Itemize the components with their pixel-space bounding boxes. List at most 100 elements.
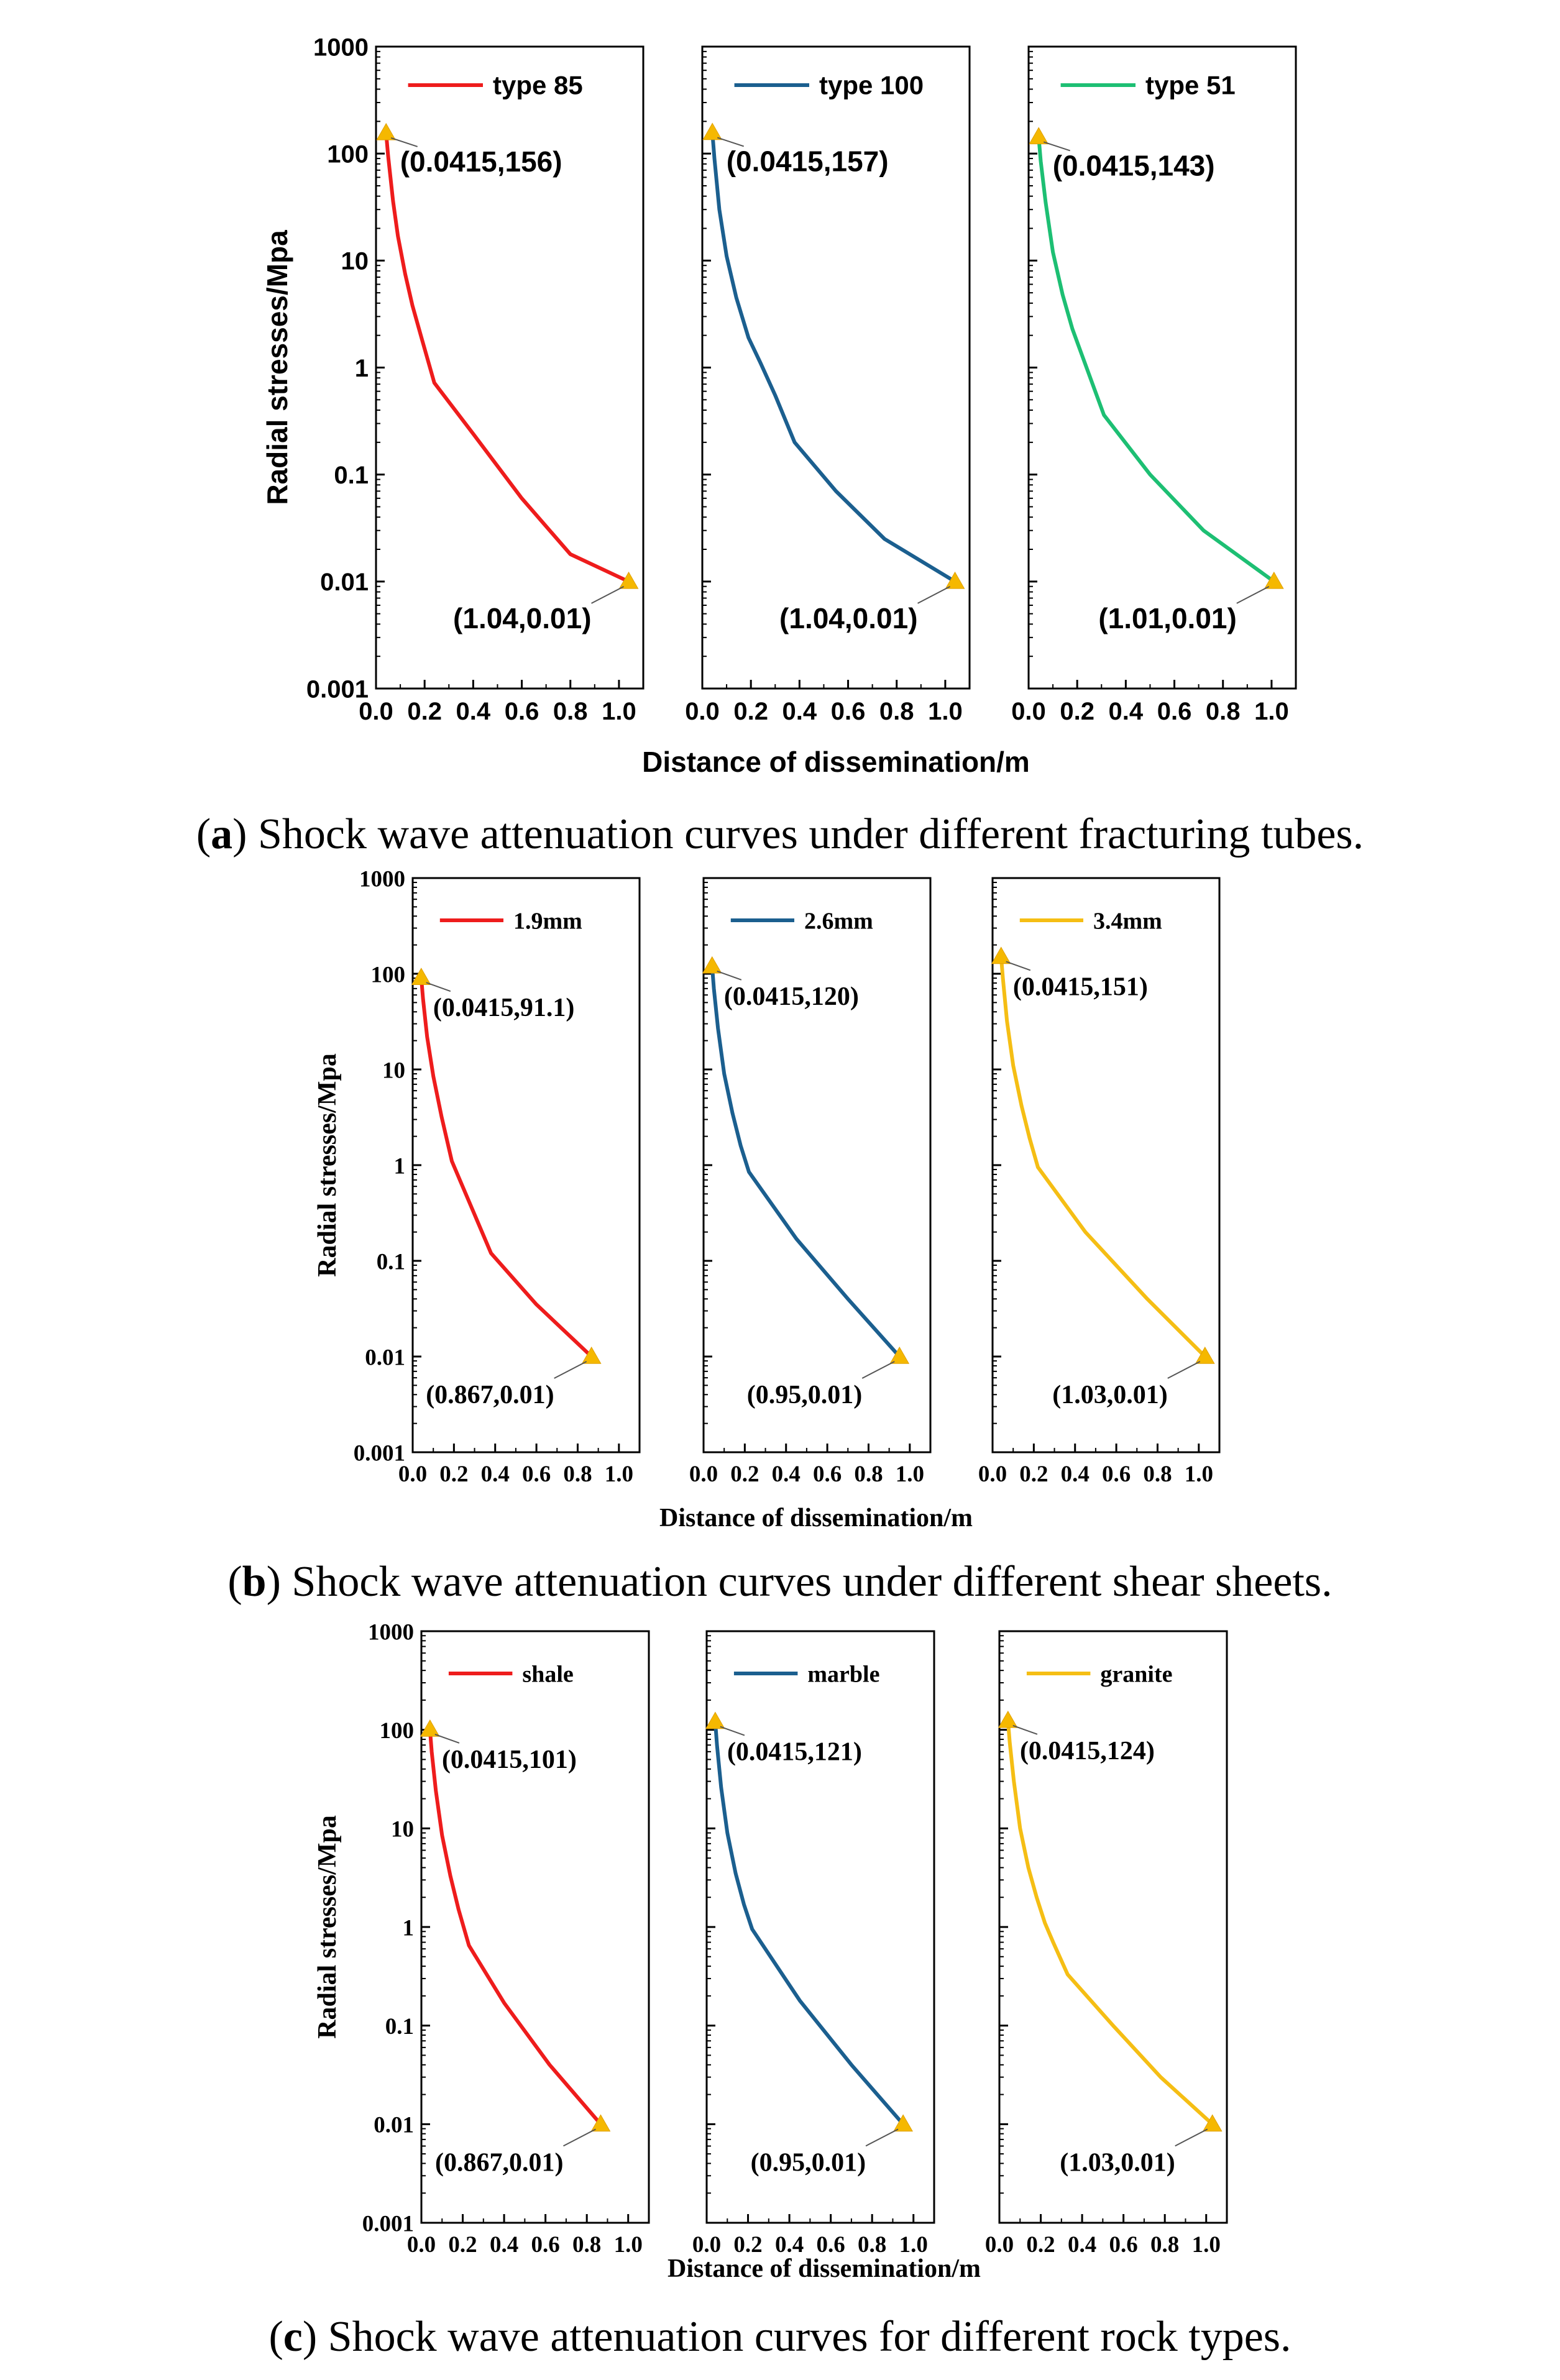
- end-leader-line: [1175, 2128, 1208, 2147]
- start-leader-line: [717, 970, 742, 981]
- x-tick-label: 0.2: [730, 1462, 759, 1487]
- y-tick-label: 0.1: [385, 2014, 414, 2039]
- caption-open-paren: (: [227, 1558, 242, 1606]
- start-leader-line: [717, 137, 745, 147]
- plot-frame: [1027, 45, 1297, 690]
- panel-c-3: 0.0 0.2 0.4 0.6 0.8 1.0 granite (0.0415,124) (1.…: [985, 1630, 1228, 2258]
- plot-frame: [420, 1630, 650, 2224]
- y-tick-label: 10: [382, 1058, 405, 1083]
- x-tick-label: 1.0: [928, 698, 963, 725]
- x-tick-label: 1.0: [1254, 698, 1289, 725]
- x-tick-label: 1.0: [605, 1462, 633, 1487]
- caption-text: Shock wave attenuation curves under diff…: [247, 810, 1364, 858]
- y-tick-label: 1000: [368, 1619, 414, 1645]
- y-tick-label: 0.001: [306, 675, 369, 703]
- legend-label: type 100: [819, 71, 924, 100]
- end-annotation: (1.03,0.01): [1060, 2148, 1175, 2177]
- y-tick-label: 1000: [359, 866, 405, 892]
- start-leader-line: [1006, 961, 1031, 971]
- panel-a-3: 0.0 0.2 0.4 0.6 0.8 1.0 type 51 (0.0415,143) (1.…: [1011, 45, 1297, 725]
- panel-c-2: 0.0 0.2 0.4 0.6 0.8 1.0 marble (0.0415,121) (0.9…: [692, 1630, 935, 2258]
- x-tick-label: 0.0: [407, 2232, 436, 2258]
- x-axis-title: Distance of dissemination/m: [668, 2254, 981, 2283]
- caption: (a) Shock wave attenuation curves under …: [196, 810, 1364, 858]
- x-tick-label: 0.6: [831, 698, 866, 725]
- x-tick-label: 0.4: [456, 698, 491, 725]
- legend-label: type 85: [493, 71, 583, 100]
- plot-frame: [998, 1630, 1228, 2224]
- x-axis-title: Distance of dissemination/m: [642, 746, 1030, 778]
- end-marker: [590, 2114, 611, 2132]
- series-line-marble: [713, 1719, 906, 2126]
- start-marker: [376, 122, 397, 140]
- panel-b-2: 0.0 0.2 0.4 0.6 0.8 1.0 2.6mm (0.0415,120) (0.95…: [689, 877, 932, 1487]
- plot-frame: [411, 877, 641, 1453]
- chart-c: 0.0 0.2 0.4 0.6 0.8 1.0 0.001 0.01 0.1 1 10 100 1000…: [268, 1619, 1291, 2361]
- panel-a-2: 0.0 0.2 0.4 0.6 0.8 1.0 type 100 (0.0415,157) (1…: [685, 45, 971, 725]
- x-tick-label: 0.6: [522, 1462, 551, 1487]
- end-leader-line: [861, 1361, 895, 1379]
- x-tick-label: 0.8: [854, 1462, 883, 1487]
- y-tick-label: 0.01: [374, 2113, 414, 2138]
- series-line-2-6mm: [710, 964, 902, 1358]
- caption-letter: c: [283, 2313, 303, 2361]
- end-marker: [1202, 2114, 1223, 2132]
- x-tick-label: 1.0: [1185, 1462, 1213, 1487]
- x-tick-label: 0.8: [563, 1462, 592, 1487]
- start-annotation: (0.0415,101): [442, 1746, 577, 1774]
- end-annotation: (0.95,0.01): [751, 2148, 866, 2177]
- end-annotation: (0.867,0.01): [426, 1381, 554, 1409]
- x-tick-label: 0.6: [817, 2232, 845, 2258]
- start-annotation: (0.0415,143): [1053, 149, 1215, 181]
- x-tick-label: 0.2: [1019, 1462, 1048, 1487]
- caption-close-paren: ): [232, 810, 247, 858]
- plot-frame: [991, 877, 1221, 1453]
- start-leader-line: [426, 982, 451, 992]
- end-annotation: (1.04,0.01): [779, 602, 917, 634]
- legend-label: 1.9mm: [513, 908, 582, 934]
- y-tick-label: 0.1: [334, 462, 369, 489]
- start-annotation: (0.0415,120): [724, 982, 859, 1011]
- x-tick-label: 0.4: [1061, 1462, 1090, 1487]
- y-axis-title: Radial stresses/Mpa: [313, 1815, 342, 2039]
- end-annotation: (0.95,0.01): [747, 1381, 862, 1409]
- x-tick-label: 0.0: [689, 1462, 718, 1487]
- x-tick-label: 0.2: [1026, 2232, 1055, 2258]
- x-tick-label: 1.0: [602, 698, 636, 725]
- x-tick-label: 0.8: [572, 2232, 601, 2258]
- start-annotation: (0.0415,151): [1013, 973, 1148, 1001]
- x-tick-label: 0.6: [1102, 1462, 1131, 1487]
- start-leader-line: [1012, 1724, 1038, 1735]
- legend-label: marble: [807, 1661, 879, 1687]
- start-leader-line: [720, 1726, 745, 1736]
- x-tick-label: 0.8: [879, 698, 914, 725]
- x-tick-label: 0.0: [978, 1462, 1007, 1487]
- chart-a: 0.0 0.2 0.4 0.6 0.8 1.0 0.001 0.01 0.1 1 10 100 1000…: [196, 34, 1364, 858]
- caption-open-paren: (: [196, 810, 211, 858]
- x-tick-label: 0.0: [692, 2232, 721, 2258]
- y-tick-label: 1000: [313, 34, 369, 61]
- x-tick-label: 0.4: [490, 2232, 518, 2258]
- caption-close-paren: ): [303, 2313, 317, 2361]
- x-tick-label: 0.6: [1157, 698, 1192, 725]
- start-annotation: (0.0415,156): [400, 145, 562, 178]
- caption-close-paren: ): [267, 1558, 281, 1606]
- x-tick-label: 1.0: [896, 1462, 924, 1487]
- x-tick-label: 0.8: [1150, 2232, 1179, 2258]
- start-annotation: (0.0415,157): [727, 145, 889, 177]
- x-tick-label: 0.4: [1109, 698, 1144, 725]
- y-tick-label: 100: [380, 1718, 415, 1744]
- x-tick-label: 0.6: [1109, 2232, 1138, 2258]
- end-leader-line: [554, 1361, 587, 1379]
- legend-label: type 51: [1145, 71, 1236, 100]
- x-tick-label: 0.2: [439, 1462, 468, 1487]
- x-tick-label: 0.4: [782, 698, 817, 725]
- start-annotation: (0.0415,121): [727, 1738, 862, 1767]
- x-tick-label: 0.2: [733, 698, 768, 725]
- end-annotation: (1.04,0.01): [453, 602, 591, 634]
- plot-frame: [702, 877, 932, 1453]
- end-marker: [618, 571, 639, 589]
- end-leader-line: [865, 2128, 899, 2147]
- plot-frame: [705, 1630, 935, 2224]
- y-tick-label: 0.001: [354, 1440, 405, 1466]
